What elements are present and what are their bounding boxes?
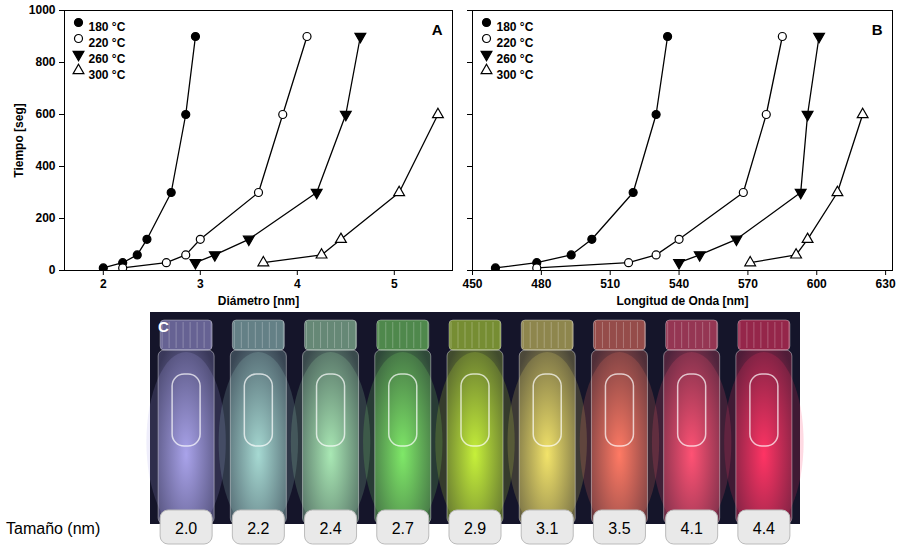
svg-text:1000: 1000 [29,3,56,17]
svg-text:B: B [872,21,883,38]
svg-text:570: 570 [738,277,758,291]
svg-text:2.7: 2.7 [392,520,414,537]
svg-text:0: 0 [49,263,56,277]
svg-text:2.0: 2.0 [175,520,197,537]
svg-text:2: 2 [100,277,107,291]
svg-text:Longitud de Onda [nm]: Longitud de Onda [nm] [617,294,749,308]
svg-text:4.1: 4.1 [681,520,703,537]
svg-text:260 °C: 260 °C [89,52,126,66]
svg-text:3.1: 3.1 [536,520,558,537]
svg-text:220 °C: 220 °C [497,36,534,50]
svg-text:540: 540 [669,277,689,291]
svg-text:Diámetro [nm]: Diámetro [nm] [218,294,299,308]
svg-text:260 °C: 260 °C [497,52,534,66]
svg-text:3.5: 3.5 [608,520,630,537]
svg-text:400: 400 [35,159,55,173]
svg-text:300 °C: 300 °C [497,68,534,82]
svg-text:480: 480 [531,277,551,291]
svg-text:200: 200 [35,211,55,225]
svg-text:Tamaño (nm): Tamaño (nm) [6,520,100,537]
svg-text:A: A [432,21,443,38]
svg-text:180 °C: 180 °C [89,20,126,34]
svg-text:C: C [158,318,169,335]
svg-text:4.4: 4.4 [753,520,775,537]
svg-text:Tiempo [seg]: Tiempo [seg] [12,103,26,177]
svg-text:600: 600 [35,107,55,121]
svg-text:4: 4 [294,277,301,291]
svg-text:630: 630 [876,277,896,291]
svg-text:180 °C: 180 °C [497,20,534,34]
svg-text:300 °C: 300 °C [89,68,126,82]
svg-text:800: 800 [35,55,55,69]
svg-text:5: 5 [391,277,398,291]
svg-text:2.4: 2.4 [319,520,341,537]
svg-text:220 °C: 220 °C [89,36,126,50]
svg-text:510: 510 [600,277,620,291]
svg-text:450: 450 [462,277,482,291]
svg-text:2.9: 2.9 [464,520,486,537]
svg-text:3: 3 [197,277,204,291]
svg-text:600: 600 [807,277,827,291]
svg-text:2.2: 2.2 [247,520,269,537]
